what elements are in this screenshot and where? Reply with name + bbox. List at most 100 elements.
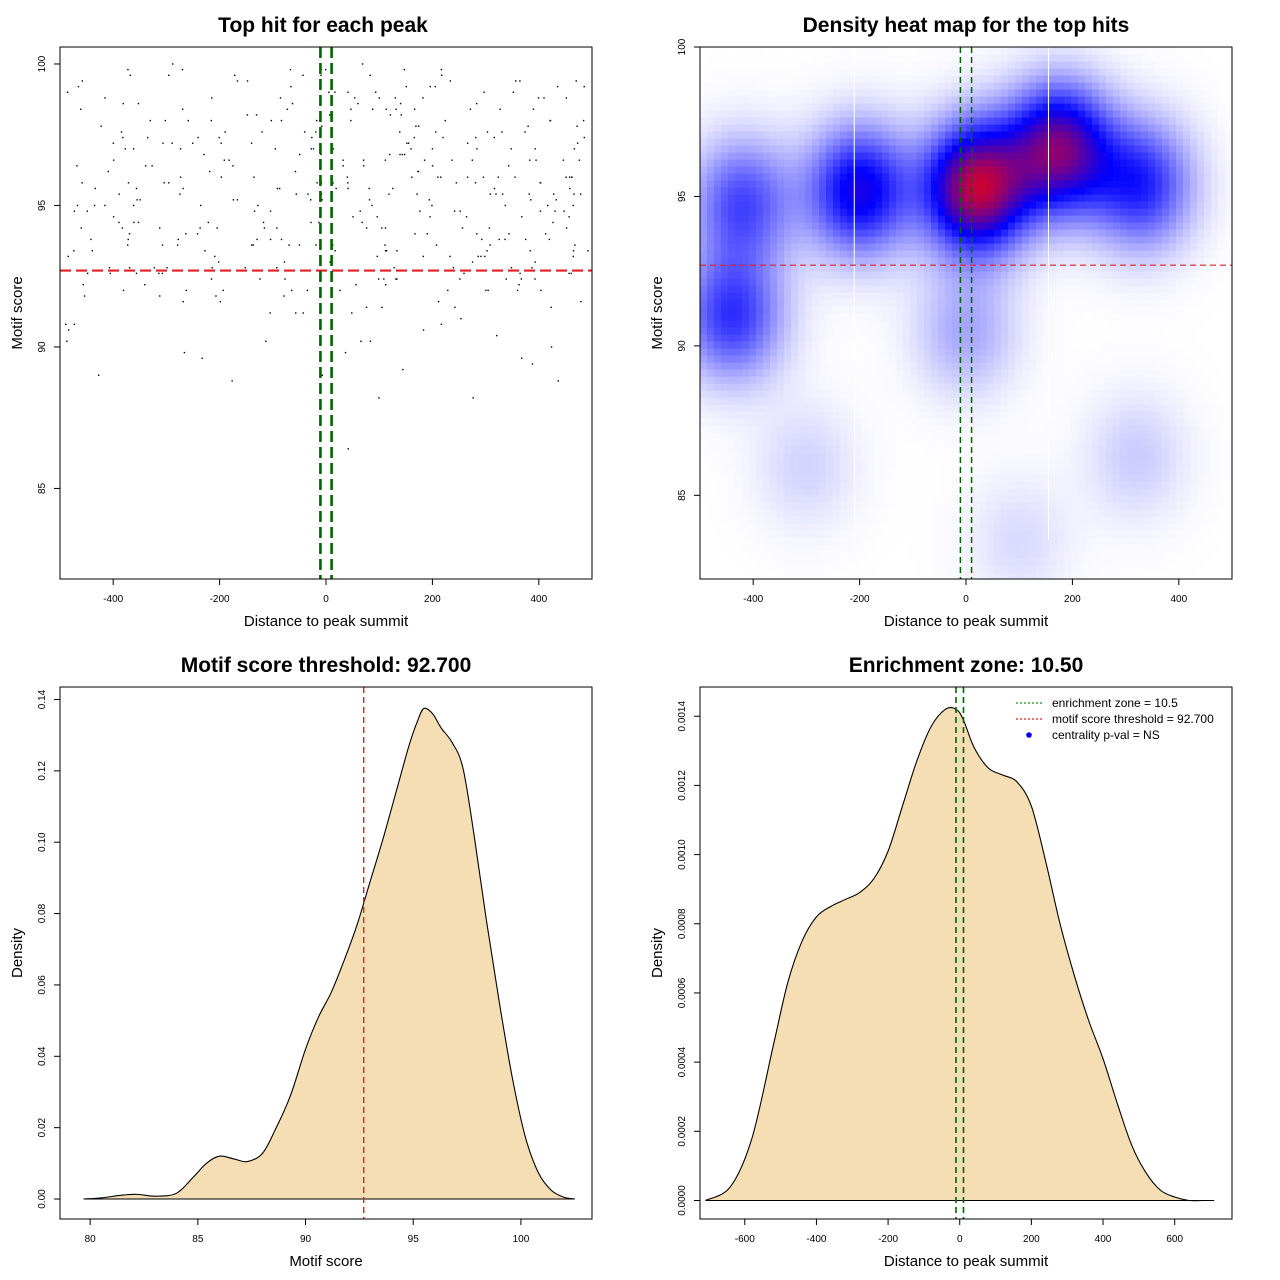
heatmap-cell xyxy=(917,194,925,202)
heatmap-cell xyxy=(714,173,722,181)
heatmap-cell xyxy=(756,572,764,579)
heatmap-cell xyxy=(742,411,750,419)
data-point xyxy=(392,187,394,190)
heatmap-cell xyxy=(1078,138,1086,146)
heatmap-cell xyxy=(931,418,939,426)
data-point xyxy=(232,199,235,201)
heatmap-cell xyxy=(728,495,736,503)
heatmap-cell xyxy=(1057,495,1065,503)
heatmap-cell xyxy=(854,257,862,265)
heatmap-cell xyxy=(903,250,911,258)
heatmap-cell xyxy=(1050,103,1058,111)
data-point xyxy=(550,346,553,348)
heatmap-cell xyxy=(756,523,764,531)
heatmap-cell xyxy=(721,138,729,146)
heatmap-cell xyxy=(861,572,869,579)
data-point xyxy=(459,210,461,212)
heatmap-cell xyxy=(945,229,953,237)
heatmap-cell xyxy=(861,320,869,328)
heatmap-cell xyxy=(735,495,743,503)
heatmap-cell xyxy=(1078,439,1086,447)
heatmap-cell xyxy=(714,467,722,475)
heatmap-cell xyxy=(819,558,827,566)
data-point xyxy=(493,136,495,139)
heatmap-cell xyxy=(1050,572,1058,579)
heatmap-cell xyxy=(784,250,792,258)
heatmap-cell xyxy=(889,159,897,167)
heatmap-cell xyxy=(812,110,820,118)
heatmap-cell xyxy=(868,152,876,160)
heatmap-cell xyxy=(742,173,750,181)
heatmap-cell xyxy=(749,369,757,377)
heatmap-cell xyxy=(833,446,841,454)
heatmap-cell xyxy=(917,460,925,468)
heatmap-cell xyxy=(854,306,862,314)
heatmap-cell xyxy=(931,54,939,62)
heatmap-cell xyxy=(714,285,722,293)
heatmap-cell xyxy=(889,502,897,510)
heatmap-cell xyxy=(1099,544,1107,552)
heatmap-cell xyxy=(756,495,764,503)
heatmap-cell xyxy=(924,229,932,237)
heatmap-cell xyxy=(875,488,883,496)
heatmap-cell xyxy=(1092,131,1100,139)
heatmap-cell xyxy=(1050,460,1058,468)
heatmap-cell xyxy=(952,278,960,286)
heatmap-cell xyxy=(756,390,764,398)
heatmap-cell xyxy=(1071,348,1079,356)
heatmap-cell xyxy=(980,418,988,426)
heatmap-cell xyxy=(735,103,743,111)
heatmap-cell xyxy=(770,110,778,118)
heatmap-cell xyxy=(770,565,778,573)
heatmap-cell xyxy=(1099,572,1107,579)
data-point xyxy=(127,182,130,184)
heatmap-cell xyxy=(1078,516,1086,524)
heatmap-cell xyxy=(931,131,939,139)
heatmap-cell xyxy=(903,474,911,482)
heatmap-cell xyxy=(1106,61,1114,69)
heatmap-cell xyxy=(917,278,925,286)
heatmap-cell xyxy=(966,257,974,265)
heatmap-cell xyxy=(791,390,799,398)
heatmap-cell xyxy=(1057,425,1065,433)
heatmap-cell xyxy=(784,264,792,272)
data-point xyxy=(303,131,306,133)
heatmap-cell xyxy=(798,411,806,419)
heatmap-cell xyxy=(791,299,799,307)
heatmap-cell xyxy=(798,558,806,566)
heatmap-cell xyxy=(1092,341,1100,349)
heatmap-cell xyxy=(728,369,736,377)
heatmap-cell xyxy=(903,544,911,552)
heatmap-cell xyxy=(833,110,841,118)
heatmap-cell xyxy=(749,390,757,398)
heatmap-cell xyxy=(959,124,967,132)
heatmap-cell xyxy=(728,75,736,83)
heatmap-cell xyxy=(742,257,750,265)
heatmap-cell xyxy=(910,180,918,188)
heatmap-cell xyxy=(973,488,981,496)
heatmap-cell xyxy=(707,208,715,216)
heatmap-cell xyxy=(980,243,988,251)
heatmap-cell xyxy=(707,222,715,230)
heatmap-cell xyxy=(854,292,862,300)
heatmap-cell xyxy=(875,355,883,363)
data-point xyxy=(563,210,565,212)
heatmap-cell xyxy=(1099,502,1107,510)
heatmap-cell xyxy=(1008,194,1016,202)
heatmap-cell xyxy=(868,187,876,195)
heatmap-cell xyxy=(1029,257,1037,265)
heatmap-cell xyxy=(903,96,911,104)
data-point xyxy=(269,238,272,241)
heatmap-cell xyxy=(777,453,785,461)
heatmap-cell xyxy=(840,530,848,538)
data-point xyxy=(471,261,474,263)
heatmap-cell xyxy=(840,558,848,566)
heatmap-cell xyxy=(1029,572,1037,579)
heatmap-cell xyxy=(714,68,722,76)
heatmap-cell xyxy=(1057,222,1065,230)
heatmap-cell xyxy=(1057,348,1065,356)
heatmap-cell xyxy=(1092,47,1100,55)
heatmap-cell xyxy=(854,530,862,538)
heatmap-cell xyxy=(1029,397,1037,405)
heatmap-cell xyxy=(959,145,967,153)
